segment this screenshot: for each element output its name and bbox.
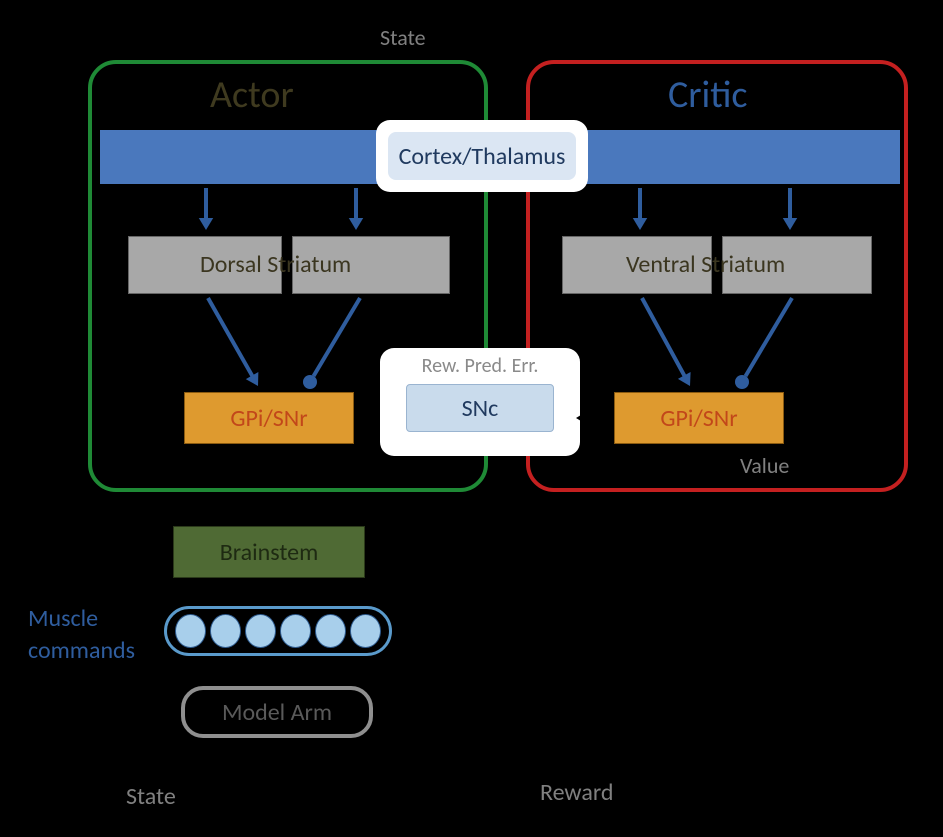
cortex-label: Cortex/Thalamus xyxy=(399,142,566,171)
muscle-commands-l2: commands xyxy=(28,636,135,665)
muscle-dot xyxy=(315,614,346,648)
state-top-label: State xyxy=(380,24,426,51)
rpe-label: Rew. Pred. Err. xyxy=(422,354,539,378)
gpi-snr-actor-label: GPi/SNr xyxy=(230,404,307,433)
value-label: Value xyxy=(740,452,789,479)
model-arm-box: Model Arm xyxy=(181,686,373,738)
model-arm-label: Model Arm xyxy=(222,698,332,727)
muscle-row xyxy=(164,606,392,656)
ventral-striatum-label: Ventral Striatum xyxy=(626,250,785,279)
cortex-inner: Cortex/Thalamus xyxy=(388,132,576,180)
state-bottom-label: State xyxy=(126,782,176,811)
gpi-snr-critic: GPi/SNr xyxy=(614,392,784,444)
brainstem-box: Brainstem xyxy=(173,526,365,578)
gpi-snr-critic-label: GPi/SNr xyxy=(660,404,737,433)
gpi-snr-actor: GPi/SNr xyxy=(184,392,354,444)
critic-title: Critic xyxy=(668,72,747,118)
snc-overlay: Rew. Pred. Err. SNc xyxy=(380,348,580,456)
muscle-dot xyxy=(280,614,311,648)
snc-box: SNc xyxy=(406,384,554,432)
actor-title: Actor xyxy=(210,72,294,118)
muscle-commands-l1: Muscle xyxy=(28,604,98,633)
muscle-dot xyxy=(245,614,276,648)
snc-box-label: SNc xyxy=(462,394,499,423)
brainstem-label: Brainstem xyxy=(220,538,319,567)
muscle-dot xyxy=(210,614,241,648)
muscle-dot xyxy=(350,614,381,648)
muscle-dot xyxy=(175,614,206,648)
reward-label: Reward xyxy=(540,778,613,807)
dorsal-striatum-label: Dorsal Striatum xyxy=(200,250,351,279)
cortex-overlay: Cortex/Thalamus xyxy=(376,120,588,192)
